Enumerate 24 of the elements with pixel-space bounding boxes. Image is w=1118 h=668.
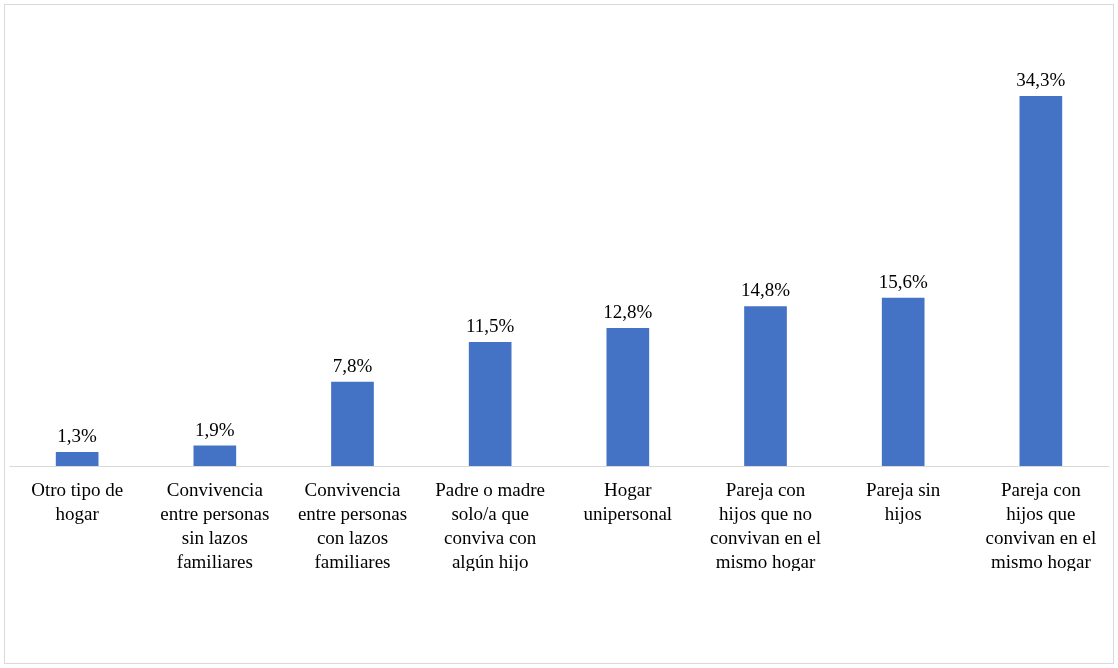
x-tick-label: Pareja con hijos que convivan en el mismo hogar bbox=[985, 478, 1097, 572]
data-label: 15,6% bbox=[878, 270, 928, 292]
x-tick-label: Pareja sin hijos bbox=[865, 478, 941, 524]
data-label: 12,8% bbox=[603, 300, 653, 322]
x-tick-label: Otro tipo de hogar bbox=[31, 478, 124, 524]
x-tick-label: Hogar unipersonal bbox=[583, 478, 673, 524]
data-label: 1,9% bbox=[195, 418, 235, 440]
bar bbox=[744, 306, 787, 466]
x-tick-label: Convivencia entre personas sin lazos familiares bbox=[160, 478, 270, 572]
data-label: 14,8% bbox=[740, 279, 791, 301]
bar bbox=[55, 451, 99, 466]
data-label: 1,3% bbox=[57, 424, 98, 446]
data-label: 11,5% bbox=[465, 314, 515, 336]
bar bbox=[606, 327, 650, 466]
x-tick-label: Padre o madre solo/a que conviva con algún hijo bbox=[435, 478, 546, 572]
bar bbox=[193, 445, 237, 466]
bar bbox=[1019, 96, 1063, 466]
data-label: 7,8% bbox=[332, 354, 373, 376]
bar bbox=[331, 381, 374, 466]
bar bbox=[468, 341, 512, 466]
bar bbox=[881, 297, 925, 466]
data-label: 34,3% bbox=[1016, 69, 1066, 90]
x-tick-label: Pareja con hijos que no convivan en el mismo hogar bbox=[710, 478, 821, 572]
x-tick-label: Convivencia entre personas con lazos familiares bbox=[297, 478, 408, 572]
